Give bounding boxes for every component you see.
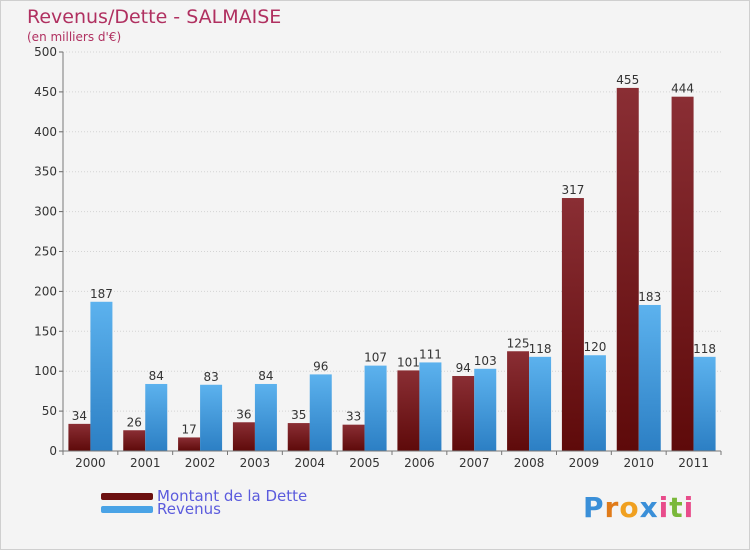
- y-tick-label: 200: [34, 284, 57, 298]
- x-tick-label: 2003: [240, 456, 271, 470]
- debt-bar: [397, 370, 420, 451]
- x-tick-label: 2011: [678, 456, 709, 470]
- y-tick-label: 150: [34, 324, 57, 338]
- y-tick-label: 500: [34, 45, 57, 59]
- x-tick-label: 2002: [185, 456, 216, 470]
- debt-bar: [287, 423, 310, 451]
- legend-item-revenus: Revenus: [101, 500, 221, 518]
- debt-bar: [342, 424, 365, 451]
- x-tick-label: 2008: [514, 456, 545, 470]
- x-tick-label: 2004: [294, 456, 325, 470]
- data-label: 33: [346, 410, 361, 424]
- data-label: 444: [671, 82, 694, 96]
- debt-bar: [178, 437, 201, 451]
- data-label: 26: [127, 415, 142, 429]
- data-label: 101: [397, 355, 420, 369]
- data-label: 125: [507, 336, 530, 350]
- data-label: 94: [456, 361, 471, 375]
- y-tick-label: 100: [34, 364, 57, 378]
- revenus-bar: [419, 362, 442, 451]
- y-tick-label: 50: [42, 404, 57, 418]
- logo-letter: i: [683, 491, 695, 524]
- x-tick-label: 2005: [349, 456, 380, 470]
- logo-letter: t: [669, 491, 684, 524]
- debt-bar: [123, 430, 146, 451]
- y-tick-label: 250: [34, 245, 57, 259]
- revenus-bar: [529, 356, 552, 451]
- data-label: 83: [203, 370, 218, 384]
- data-label: 35: [291, 408, 306, 422]
- data-label: 107: [364, 351, 387, 365]
- debt-bar: [452, 375, 475, 451]
- y-tick-label: 350: [34, 165, 57, 179]
- proxiti-logo: Proxiti: [583, 491, 694, 524]
- x-tick-label: 2010: [623, 456, 654, 470]
- data-label: 120: [583, 340, 606, 354]
- legend-label-debt: Montant de la Dette: [157, 487, 308, 505]
- data-label: 455: [616, 73, 639, 87]
- plot-area: [63, 52, 721, 451]
- logo-letter: x: [639, 491, 659, 524]
- revenus-bar: [200, 384, 223, 451]
- legend-item-debt: Montant de la Dette: [101, 487, 308, 505]
- debt-bar: [671, 96, 694, 452]
- logo-letter: r: [604, 491, 620, 524]
- chart-title: Revenus/Dette - SALMAISE: [27, 6, 282, 28]
- data-label: 118: [693, 342, 716, 356]
- data-label: 183: [638, 290, 661, 304]
- logo-letter: P: [583, 491, 605, 524]
- revenus-bar: [254, 383, 277, 451]
- debt-bar: [561, 198, 584, 451]
- data-label: 187: [90, 287, 113, 301]
- revenus-bar: [145, 383, 168, 451]
- data-label: 36: [236, 407, 251, 421]
- data-label: 103: [474, 354, 497, 368]
- x-tick-label: 2007: [459, 456, 490, 470]
- revenus-bar: [90, 301, 113, 451]
- data-label: 96: [313, 359, 328, 373]
- revenus-bar: [693, 356, 716, 451]
- logo-letter: o: [619, 491, 640, 524]
- legend-label-revenus: Revenus: [157, 500, 221, 518]
- x-tick-label: 2000: [75, 456, 106, 470]
- logo-letter: i: [658, 491, 670, 524]
- revenus-bar: [638, 304, 661, 451]
- y-tick-label: 450: [34, 85, 57, 99]
- legend-swatch-debt: [101, 492, 153, 500]
- debt-bar: [507, 351, 530, 451]
- data-label: 317: [561, 183, 584, 197]
- data-label: 84: [149, 369, 164, 383]
- debt-bar: [232, 422, 255, 451]
- data-label: 111: [419, 347, 442, 361]
- chart-subtitle: (en milliers d'€): [27, 30, 122, 44]
- x-tick-label: 2006: [404, 456, 435, 470]
- y-tick-label: 400: [34, 125, 57, 139]
- data-label: 17: [181, 422, 196, 436]
- y-tick-label: 300: [34, 205, 57, 219]
- x-tick-label: 2009: [569, 456, 600, 470]
- data-label: 118: [529, 342, 552, 356]
- data-label: 84: [258, 369, 273, 383]
- debt-bar: [616, 87, 639, 451]
- revenus-bar: [474, 368, 497, 451]
- x-tick-label: 2001: [130, 456, 161, 470]
- revenus-bar: [309, 374, 332, 451]
- debt-bar: [68, 423, 91, 451]
- revenus-bar: [364, 365, 387, 451]
- revenus-bar: [583, 355, 606, 451]
- y-tick-label: 0: [49, 444, 57, 458]
- data-label: 34: [72, 409, 87, 423]
- legend-swatch-revenus: [101, 505, 153, 513]
